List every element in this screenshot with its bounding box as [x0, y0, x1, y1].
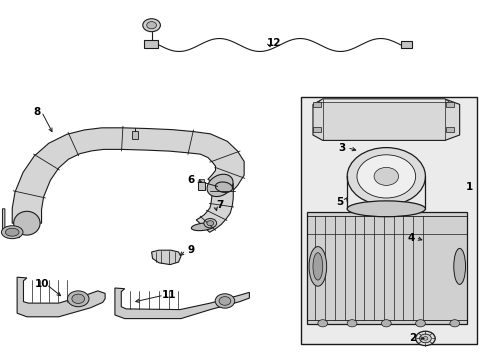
Ellipse shape — [191, 223, 214, 231]
Circle shape — [72, 294, 84, 303]
Bar — [312, 102, 320, 107]
Ellipse shape — [346, 148, 425, 205]
Circle shape — [146, 22, 156, 29]
Polygon shape — [151, 250, 181, 265]
Ellipse shape — [356, 155, 415, 198]
Circle shape — [449, 320, 459, 327]
Text: 6: 6 — [187, 175, 194, 185]
Text: 1: 1 — [465, 182, 472, 192]
Polygon shape — [17, 277, 105, 317]
Polygon shape — [312, 99, 459, 140]
Circle shape — [346, 320, 356, 327]
Circle shape — [67, 291, 89, 307]
Ellipse shape — [1, 226, 23, 239]
Ellipse shape — [453, 248, 465, 284]
Circle shape — [215, 294, 234, 308]
Circle shape — [381, 320, 390, 327]
Text: 5: 5 — [336, 197, 343, 207]
Bar — [132, 131, 138, 139]
Polygon shape — [2, 209, 20, 238]
Circle shape — [317, 320, 327, 327]
Text: 3: 3 — [338, 143, 345, 153]
Text: 8: 8 — [33, 107, 40, 117]
Text: 9: 9 — [187, 245, 194, 255]
Text: 11: 11 — [161, 290, 176, 300]
Ellipse shape — [5, 228, 19, 236]
Circle shape — [206, 221, 213, 226]
Ellipse shape — [215, 182, 232, 193]
Ellipse shape — [206, 174, 233, 197]
Bar — [144, 40, 158, 48]
Circle shape — [142, 19, 160, 32]
Text: 7: 7 — [216, 200, 224, 210]
Polygon shape — [115, 288, 249, 319]
Text: 4: 4 — [406, 233, 414, 243]
Bar — [312, 127, 320, 132]
Text: 2: 2 — [409, 333, 416, 343]
Ellipse shape — [373, 167, 398, 185]
Bar — [445, 127, 453, 132]
Polygon shape — [317, 99, 449, 103]
Circle shape — [415, 320, 425, 327]
Polygon shape — [306, 212, 466, 324]
Text: 12: 12 — [266, 38, 281, 48]
Bar — [300, 97, 476, 344]
Polygon shape — [12, 128, 244, 223]
Circle shape — [219, 297, 230, 305]
Circle shape — [422, 337, 427, 340]
Circle shape — [419, 334, 430, 343]
Circle shape — [203, 219, 216, 228]
Ellipse shape — [308, 247, 326, 286]
Bar — [199, 179, 203, 182]
Text: 10: 10 — [34, 279, 49, 289]
Ellipse shape — [14, 211, 40, 235]
Ellipse shape — [312, 253, 322, 280]
Polygon shape — [196, 184, 233, 232]
Bar — [400, 41, 411, 48]
Bar — [445, 102, 453, 107]
Ellipse shape — [346, 201, 425, 217]
Circle shape — [415, 331, 434, 346]
Bar — [198, 182, 204, 190]
